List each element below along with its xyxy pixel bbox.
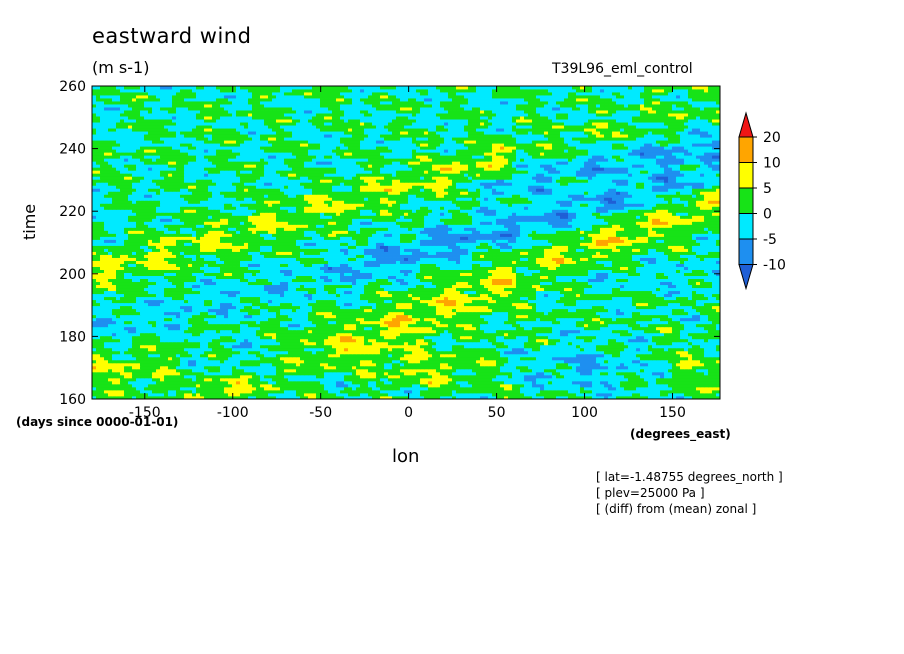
x-tick-label: 0 [404, 405, 413, 421]
colorbar-segment [738, 238, 754, 265]
y-tick-label: 160 [59, 392, 86, 408]
colorbar-segment [738, 213, 754, 240]
colorbar-label: 10 [763, 156, 781, 172]
colorbar-label: -10 [763, 258, 786, 274]
colorbar-label: 20 [763, 130, 781, 146]
x-tick-label: -150 [129, 405, 161, 421]
y-tick-label: 180 [59, 329, 86, 345]
x-axis-units: (degrees_east) [630, 427, 731, 441]
heatmap-cells [92, 86, 721, 400]
x-tick-label: 150 [659, 405, 686, 421]
y-tick-label: 260 [59, 79, 86, 95]
y-axis-units: (days since 0000-01-01) [16, 415, 179, 429]
plot-frame [91, 85, 721, 400]
chart-title: eastward wind [92, 24, 252, 48]
x-tick-label: -100 [217, 405, 249, 421]
colorbar-arrow-bottom [738, 264, 754, 291]
colorbar-label: 5 [763, 181, 772, 197]
colorbar-label: 0 [763, 207, 772, 223]
x-axis-label: lon [392, 446, 420, 467]
note-latitude: [ lat=-1.48755 degrees_north ] [596, 470, 783, 484]
colorbar-segment [738, 136, 754, 163]
colorbar-segment [738, 162, 754, 189]
y-axis-label: time [20, 203, 39, 240]
note-anomaly: [ (diff) from (mean) zonal ] [596, 502, 757, 516]
x-tick-label: 50 [488, 405, 506, 421]
y-tick-label: 240 [59, 142, 86, 158]
colorbar-label: -5 [763, 232, 777, 248]
y-tick-label: 220 [59, 204, 86, 220]
note-pressure-level: [ plev=25000 Pa ] [596, 486, 705, 500]
x-tick-label: -50 [309, 405, 332, 421]
x-tick-label: 100 [571, 405, 598, 421]
colorbar-segment [738, 187, 754, 214]
colorbar-arrow-top [738, 111, 754, 138]
chart-units: (m s-1) [92, 58, 150, 77]
experiment-label: T39L96_eml_control [552, 61, 693, 77]
y-tick-label: 200 [59, 267, 86, 283]
